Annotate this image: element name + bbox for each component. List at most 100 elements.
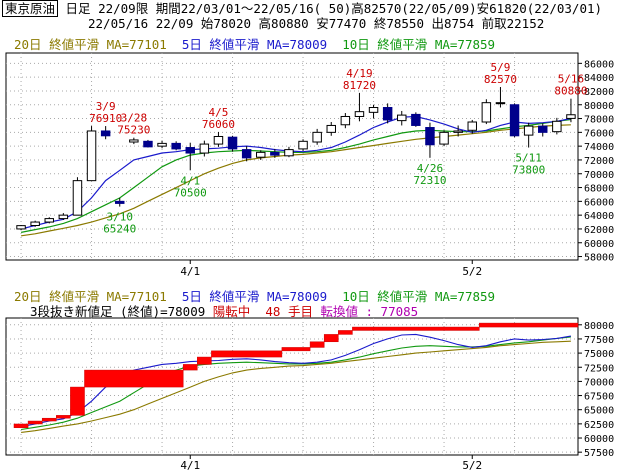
bottom-y-tick-label: 67500 [584,392,614,403]
candle-body [72,180,83,216]
bottom-y-tick-label: 72500 [584,363,614,374]
candle-body [382,107,393,121]
break-brick [27,420,43,425]
count-label: 48 手目 [265,304,313,319]
ma-legend-bottom: 20日 終値平滑 MA=77101 5日 終値平滑 MA=78009 10日 終… [14,290,495,304]
candle-body [439,131,449,145]
break-brick [13,423,29,428]
ma20-label: 20日 終値平滑 MA=77101 [14,37,167,52]
top-y-tick-label: 76000 [584,128,614,139]
bottom-y-tick-label: 60000 [584,434,614,445]
bottom-y-tick-label: 75000 [584,349,614,360]
break-brick [41,417,57,422]
top-x-tick-label: 5/2 [462,265,482,278]
annotation-date: 3/9 [96,100,116,113]
candle-body [467,121,477,131]
bottom-y-tick-label: 80000 [584,321,614,332]
header-line-1: 東京原油 日足 22/09限 期間22/03/01～22/05/16( 50)高… [2,0,603,17]
annotation-date: 4/1 [180,174,200,187]
break-brick [338,330,353,335]
state-label: 陽転中 [212,304,251,319]
candle-body [44,218,54,223]
annotation-value: 81720 [343,79,376,92]
candle-body [354,111,365,117]
method-label: 3段抜き新値足 (終値)=78009 [30,304,206,319]
instrument-title: 東京原油 [2,0,59,17]
top-y-tick-label: 62000 [584,225,614,236]
candle-body [284,149,294,157]
switch-label: 転換値 : 77085 [320,304,419,319]
top-y-tick-label: 78000 [584,115,614,126]
annotation-value: 80880 [554,85,587,98]
break-brick [70,386,85,416]
ma5-line [20,115,572,230]
break-brick [84,369,184,388]
ma10-label: 10日 終値平滑 MA=77859 [342,37,496,52]
bottom-y-tick-label: 62500 [584,420,614,431]
top-y-tick-label: 80000 [584,101,614,112]
top-y-tick-label: 60000 [584,239,614,250]
bottom-y-tick-label: 70000 [584,377,614,388]
candle-body [185,147,195,154]
top-y-tick-label: 66000 [584,197,614,208]
candle-body [538,125,548,133]
bottom-x-tick-label: 4/1 [180,459,200,472]
top-plot-frame [5,52,579,261]
candle-body [552,120,562,133]
break-brick [479,322,579,328]
annotation-date: 3/10 [107,211,134,224]
annotation-value: 70500 [174,186,207,199]
top-y-tick-label: 68000 [584,184,614,195]
candle-body [509,104,520,137]
break-brick [182,364,198,371]
candle-body [326,124,336,133]
break-brick [281,347,311,352]
candle-body [241,149,252,159]
annotation-date: 4/19 [346,67,373,80]
annotation-date: 3/28 [121,112,148,125]
candle-body [411,113,421,126]
annotation-value: 76060 [202,118,235,131]
annotation-value: 73800 [512,164,545,177]
annotation-value: 82570 [484,73,517,86]
annotation-date: 4/5 [209,106,229,119]
candle-body [340,115,351,126]
break-brick [309,341,325,348]
bottom-y-tick-label: 65000 [584,406,614,417]
candle-body [157,142,167,147]
top-y-tick-label: 70000 [584,170,614,181]
candle-body [256,151,266,158]
ma20-line [21,124,571,237]
ma10-label: 10日 終値平滑 MA=77859 [342,289,496,304]
ma20-line [21,340,571,433]
candle-body [86,130,97,182]
break-brick [197,356,212,365]
period-summary: 日足 22/09限 期間22/03/01～22/05/16( 50)高82570… [58,1,603,16]
top-y-tick-label: 74000 [584,142,614,153]
candle-body [425,127,435,146]
top-y-tick-label: 58000 [584,253,614,264]
annotation-value: 75230 [117,124,150,137]
annotation-date: 5/9 [491,61,511,74]
candle-body [566,114,576,119]
top-y-tick-label: 84000 [584,73,614,84]
top-x-tick-label: 4/1 [180,265,200,278]
bottom-y-tick-label: 77500 [584,335,614,346]
top-y-tick-label: 64000 [584,211,614,222]
candle-body [312,131,322,143]
ma20-label: 20日 終値平滑 MA=77101 [14,289,167,304]
ma-legend-top: 20日 終値平滑 MA=77101 5日 終値平滑 MA=78009 10日 終… [14,38,495,52]
candle-body [453,130,463,133]
top-y-tick-label: 72000 [584,156,614,167]
break-brick [211,350,283,358]
candle-body [213,135,224,145]
candle-body [143,140,153,148]
top-y-tick-label: 86000 [584,59,614,70]
break-brick [352,326,480,331]
candle-body [523,125,534,136]
annotation-date: 4/26 [417,162,444,175]
candle-body [481,102,492,123]
candle-body [368,107,379,113]
annotation-date: 5/11 [515,152,542,165]
candle-body [30,221,40,227]
